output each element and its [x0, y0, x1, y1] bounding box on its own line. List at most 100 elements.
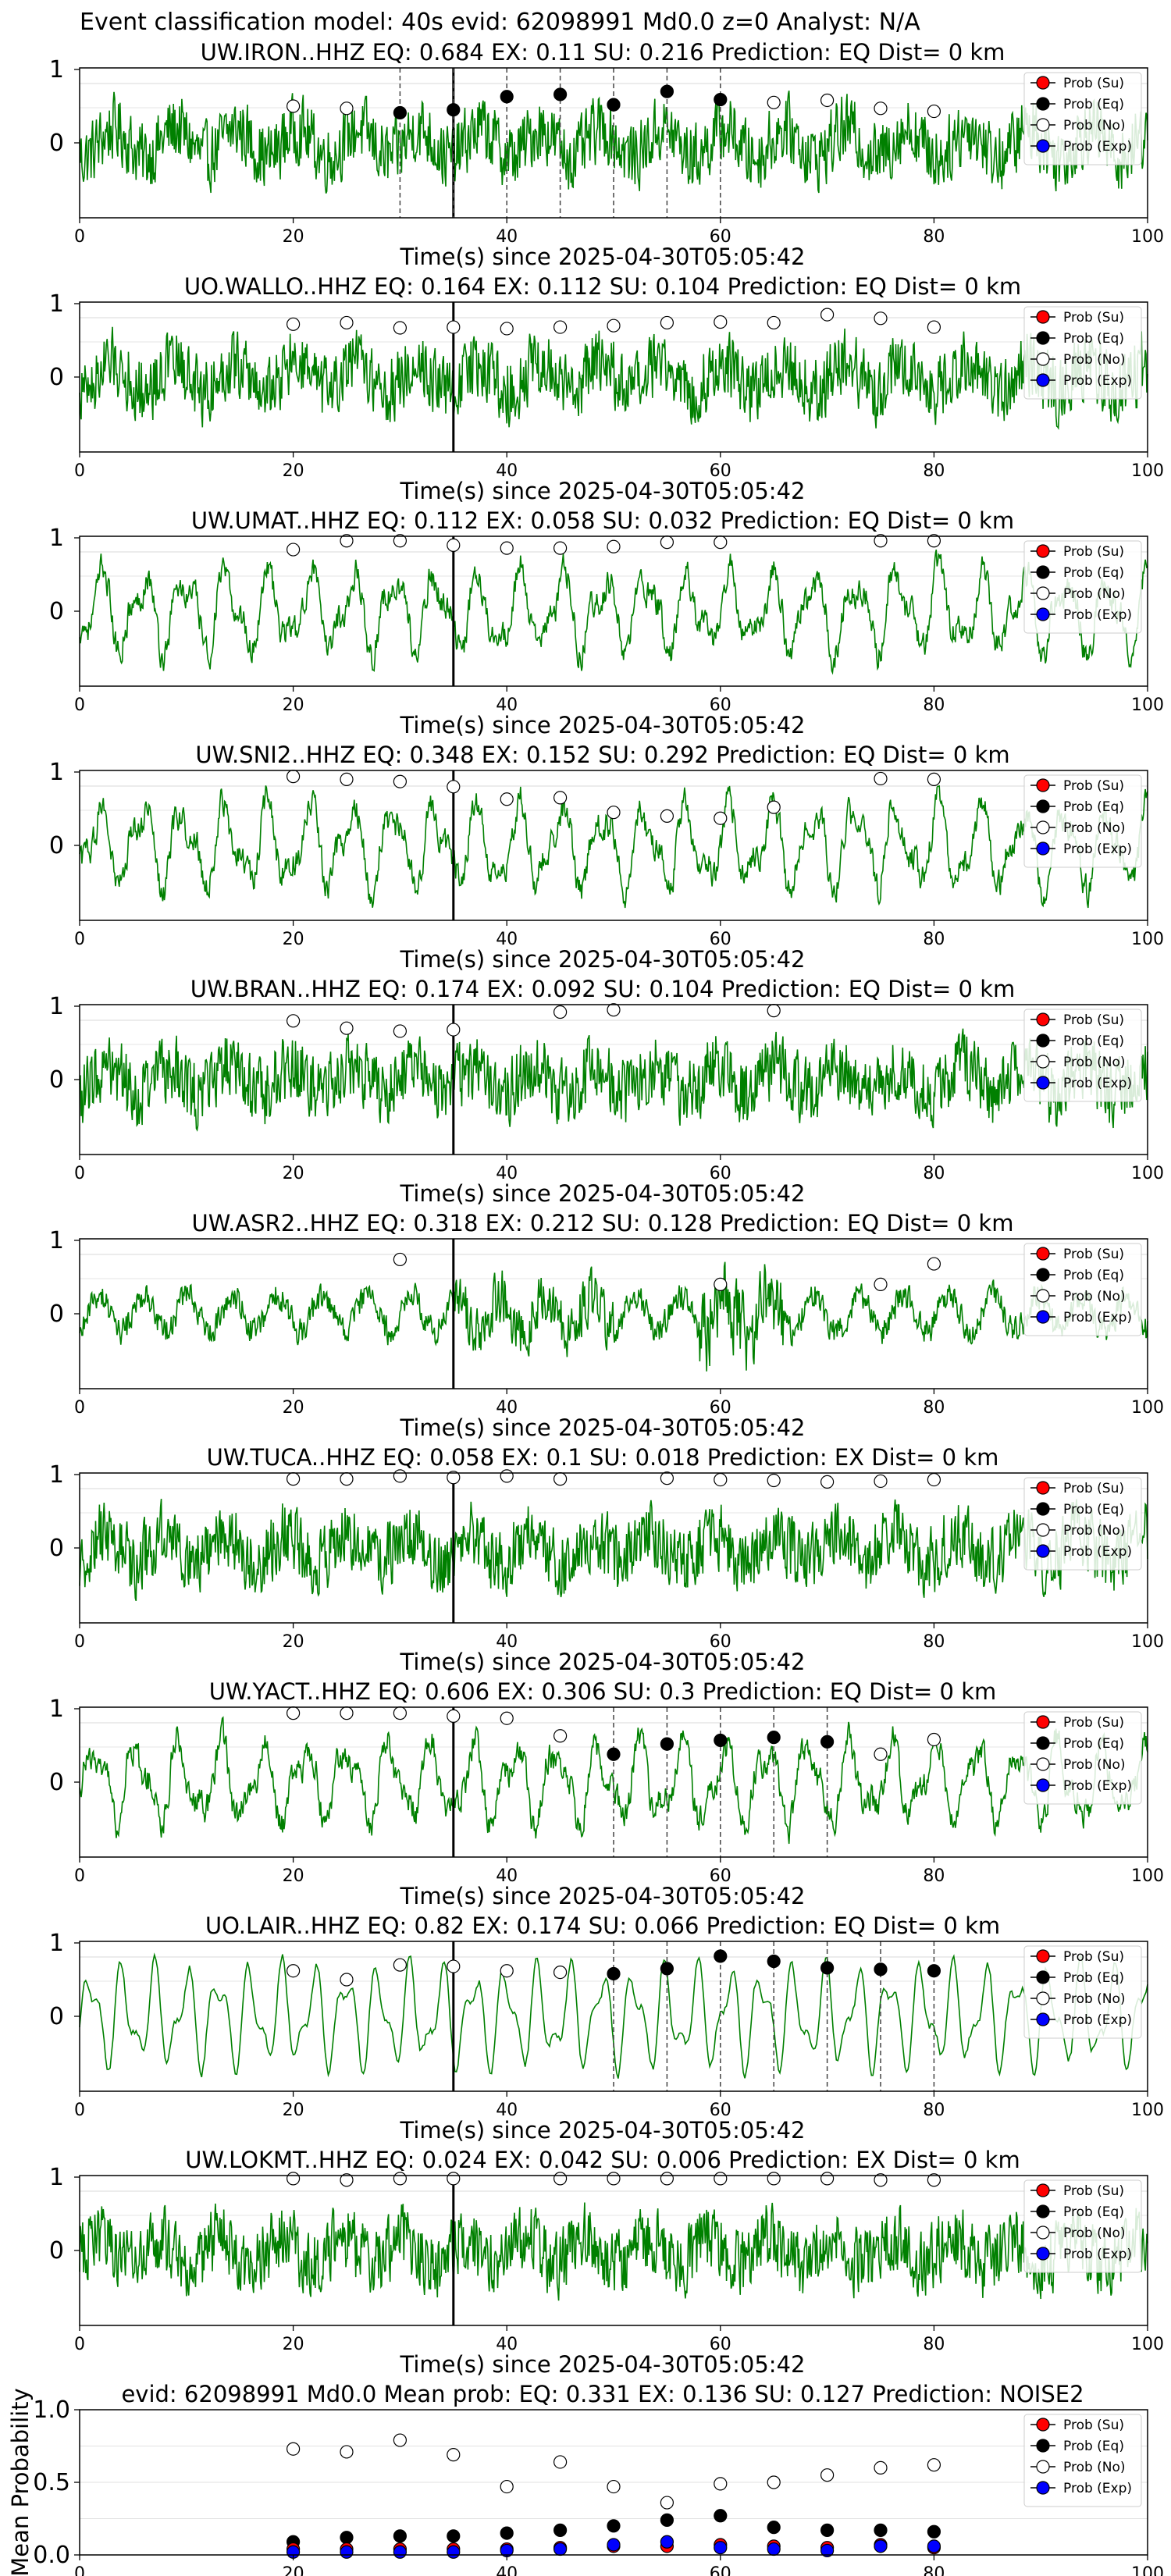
prob-point	[447, 2172, 461, 2186]
legend-marker	[1036, 2460, 1050, 2474]
prob-point	[820, 2172, 835, 2186]
legend-marker	[1036, 352, 1050, 366]
x-tick-label: 100	[1131, 930, 1164, 949]
prob-point	[927, 772, 941, 787]
x-tick-label: 20	[283, 2564, 304, 2576]
prob-point	[553, 320, 568, 334]
x-tick-label: 60	[710, 1398, 731, 1418]
panel-title: UO.WALLO..HHZ EQ: 0.164 EX: 0.112 SU: 0.…	[184, 273, 1021, 300]
legend-marker	[1036, 2226, 1050, 2240]
station-panel: UW.TUCA..HHZ EQ: 0.058 EX: 0.1 SU: 0.018…	[49, 1444, 1164, 1675]
x-tick-label: 20	[283, 930, 304, 949]
summary-title: evid: 62098991 Md0.0 Mean prob: EQ: 0.33…	[121, 2381, 1084, 2407]
mean-prob-point	[287, 2442, 301, 2456]
prob-point	[287, 543, 301, 557]
prob-point	[714, 1277, 728, 1292]
prob-point	[553, 541, 568, 555]
x-tick-label: 40	[496, 2335, 518, 2354]
y-tick-label: 0	[49, 1066, 64, 1094]
legend-marker	[1036, 1247, 1050, 1261]
y-tick-label: 1	[49, 1930, 64, 1957]
x-tick-label: 0	[74, 2564, 85, 2576]
legend-marker	[1036, 565, 1050, 579]
prob-point	[607, 2172, 621, 2186]
prob-point	[874, 1474, 888, 1489]
mean-prob-point	[607, 2538, 621, 2552]
prob-point	[393, 321, 408, 335]
prob-point	[874, 1277, 888, 1292]
y-tick-label: 0	[49, 364, 64, 391]
legend-box	[1023, 1243, 1142, 1336]
legend-marker	[1036, 1544, 1050, 1558]
x-axis-label: Time(s) since 2025-04-30T05:05:42	[400, 1649, 806, 1675]
mean-prob-point	[500, 2526, 514, 2540]
legend-marker	[1036, 1502, 1050, 1516]
legend-marker	[1036, 1778, 1050, 1792]
prob-point	[820, 1735, 835, 1749]
x-tick-label: 80	[923, 2335, 945, 2354]
legend-box	[1023, 72, 1142, 165]
x-tick-label: 80	[923, 1632, 945, 1652]
mean-prob-point	[393, 2545, 408, 2559]
prob-point	[500, 1711, 514, 1725]
y-tick-label: 0.5	[33, 2469, 70, 2496]
prob-point	[714, 811, 728, 825]
mean-prob-point	[874, 2460, 888, 2475]
prob-point	[393, 1958, 408, 1972]
legend-label: Prob (No)	[1063, 1757, 1126, 1773]
x-tick-label: 80	[923, 1866, 945, 1886]
prob-point	[767, 315, 781, 330]
mean-prob-point	[660, 2513, 674, 2527]
prob-point	[500, 90, 514, 104]
legend-marker	[1036, 1523, 1050, 1537]
legend-label: Prob (Exp)	[1063, 1310, 1132, 1325]
legend-label: Prob (Exp)	[1063, 1544, 1132, 1560]
x-tick-label: 80	[923, 1164, 945, 1183]
mean-prob-point	[767, 2542, 781, 2556]
x-tick-label: 40	[496, 1866, 518, 1886]
legend-label: Prob (No)	[1063, 1523, 1126, 1539]
legend-label: Prob (No)	[1063, 586, 1126, 602]
x-tick-label: 100	[1131, 1866, 1164, 1886]
mean-prob-point	[820, 2468, 835, 2482]
panel-title: UW.LOKMT..HHZ EQ: 0.024 EX: 0.042 SU: 0.…	[185, 2147, 1020, 2173]
prob-point	[607, 1966, 621, 1981]
x-tick-label: 40	[496, 461, 518, 481]
mean-prob-point	[393, 2529, 408, 2543]
legend-label: Prob (Eq)	[1063, 1502, 1124, 1517]
legend-label: Prob (Exp)	[1063, 2247, 1132, 2262]
y-tick-label: 1	[49, 525, 64, 552]
legend-label: Prob (Exp)	[1063, 607, 1132, 623]
x-tick-label: 0	[74, 930, 85, 949]
y-tick-label: 1	[49, 759, 64, 786]
mean-prob-point	[660, 2496, 674, 2510]
prob-point	[393, 534, 408, 548]
x-tick-label: 40	[496, 696, 518, 715]
y-tick-label: 0	[49, 1535, 64, 1562]
prob-point	[660, 315, 674, 330]
prob-point	[767, 800, 781, 814]
legend-marker	[1036, 1289, 1050, 1303]
mean-prob-point	[874, 2539, 888, 2553]
legend-box	[1023, 1477, 1142, 1571]
mean-prob-point	[553, 2455, 568, 2469]
x-tick-label: 60	[710, 227, 731, 247]
prob-point	[340, 2173, 354, 2187]
x-tick-label: 40	[496, 1398, 518, 1418]
panel-title: UW.UMAT..HHZ EQ: 0.112 EX: 0.058 SU: 0.0…	[191, 507, 1014, 534]
legend-label: Prob (No)	[1063, 1991, 1126, 2007]
prob-point	[447, 320, 461, 334]
legend-box	[1023, 2414, 1142, 2507]
legend-label: Prob (Eq)	[1063, 2204, 1124, 2220]
prob-point	[927, 2173, 941, 2187]
prob-point	[393, 1469, 408, 1483]
x-tick-label: 60	[710, 930, 731, 949]
mean-prob-point	[767, 2475, 781, 2489]
legend-label: Prob (Eq)	[1063, 1268, 1124, 1283]
mean-prob-point	[393, 2433, 408, 2447]
mean-prob-point	[714, 2509, 728, 2523]
x-tick-label: 0	[74, 2101, 85, 2120]
x-tick-label: 100	[1131, 227, 1164, 247]
x-tick-label: 80	[923, 2564, 945, 2576]
